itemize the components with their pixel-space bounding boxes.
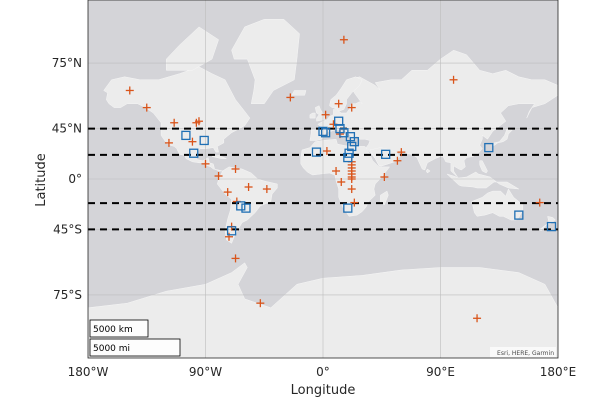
plus-marker — [473, 314, 482, 323]
attribution-box — [490, 347, 556, 357]
landmass-madagascar — [380, 190, 389, 206]
y-tick-label: 0° — [68, 172, 82, 186]
x-tick-label: 90°E — [426, 365, 455, 379]
plus-marker — [142, 103, 151, 112]
square-marker — [241, 203, 251, 213]
plus-marker — [194, 117, 203, 126]
square-marker — [226, 226, 237, 236]
plus-marker — [244, 183, 253, 192]
plus-marker — [322, 147, 331, 156]
landmass-iceland — [291, 90, 307, 96]
landmass-ireland — [309, 112, 316, 119]
scale-bar-mi-box — [89, 338, 181, 357]
plus-marker — [321, 110, 330, 119]
x-tick-label: 0° — [316, 365, 330, 379]
y-tick-label: 75°S — [53, 288, 82, 302]
square-marker — [343, 203, 353, 213]
scale-bar-km-box — [89, 319, 149, 338]
map-border — [87, 0, 559, 359]
y-tick-label: 45°N — [52, 122, 82, 136]
plus-marker — [339, 35, 348, 44]
plus-marker — [201, 159, 210, 168]
landmass-new-zealand — [539, 215, 556, 232]
landmass-north-america — [103, 66, 251, 172]
plus-marker — [256, 299, 265, 308]
data-markers — [125, 35, 557, 323]
square-marker — [514, 210, 524, 220]
scale-bar-km-label: 5000 km — [93, 325, 133, 335]
scale-bar-mi-label: 5000 mi — [93, 344, 130, 354]
x-tick-label: 180°E — [540, 365, 577, 379]
plus-marker — [231, 164, 240, 173]
plus-marker — [223, 188, 232, 197]
plus-marker — [380, 173, 389, 182]
landmass-japan — [492, 128, 513, 148]
plus-marker — [347, 185, 356, 194]
square-marker — [484, 142, 494, 153]
landmass-sri-lanka — [425, 168, 431, 174]
landmass-eurasia — [309, 49, 558, 178]
map-area[interactable]: 5000 km 5000 mi Esri, HERE, Garmin — [88, 0, 558, 358]
y-tick-label: 45°S — [53, 222, 82, 236]
landmass-philippines — [479, 160, 488, 174]
plus-marker — [188, 137, 197, 146]
x-axis-label: Longitude — [291, 383, 356, 398]
plus-marker — [397, 148, 406, 157]
plus-marker — [393, 156, 402, 165]
x-axis-ticks: 180°W 90°W 0° 90°E 180°E — [68, 365, 577, 379]
square-marker — [343, 152, 353, 163]
square-marker — [349, 137, 359, 147]
square-marker — [318, 126, 328, 137]
plus-marker — [286, 93, 295, 102]
square-marker — [199, 135, 209, 146]
plus-marker — [164, 138, 173, 147]
landmass-australia — [471, 188, 524, 221]
square-marker — [320, 128, 331, 138]
landmass-southeast-asia-islands — [446, 171, 519, 190]
plus-marker — [170, 118, 179, 127]
plus-marker — [337, 177, 346, 186]
plus-marker — [231, 254, 240, 263]
plus-marker — [535, 198, 544, 207]
plus-marker — [334, 99, 343, 108]
square-marker — [347, 141, 357, 152]
y-axis-ticks: 75°N 45°N 0° 45°S 75°S — [52, 56, 82, 302]
square-marker — [546, 221, 557, 232]
plus-marker — [347, 175, 356, 183]
square-marker — [381, 149, 391, 159]
plus-marker — [332, 166, 341, 175]
landmass-cuba — [211, 155, 227, 159]
y-axis-label: Latitude — [34, 153, 49, 207]
plus-marker — [350, 198, 359, 207]
plus-marker — [449, 75, 458, 84]
plus-marker — [214, 172, 223, 181]
x-tick-label: 90°W — [189, 365, 222, 379]
landmass-scandinavia — [329, 76, 363, 112]
plus-marker — [262, 185, 271, 194]
square-marker — [189, 148, 199, 158]
square-marker — [236, 201, 246, 211]
scale-bar: 5000 km 5000 mi — [89, 319, 181, 357]
square-marker — [311, 147, 322, 157]
y-tick-label: 75°N — [52, 56, 82, 70]
square-marker — [334, 116, 344, 126]
attribution-text: Esri, HERE, Garmin — [497, 350, 554, 357]
plus-marker — [347, 103, 356, 112]
plus-marker — [225, 232, 233, 241]
plus-marker — [125, 86, 134, 95]
x-tick-label: 180°W — [68, 365, 109, 379]
square-marker — [181, 130, 191, 141]
landmass-greenland — [231, 19, 300, 104]
